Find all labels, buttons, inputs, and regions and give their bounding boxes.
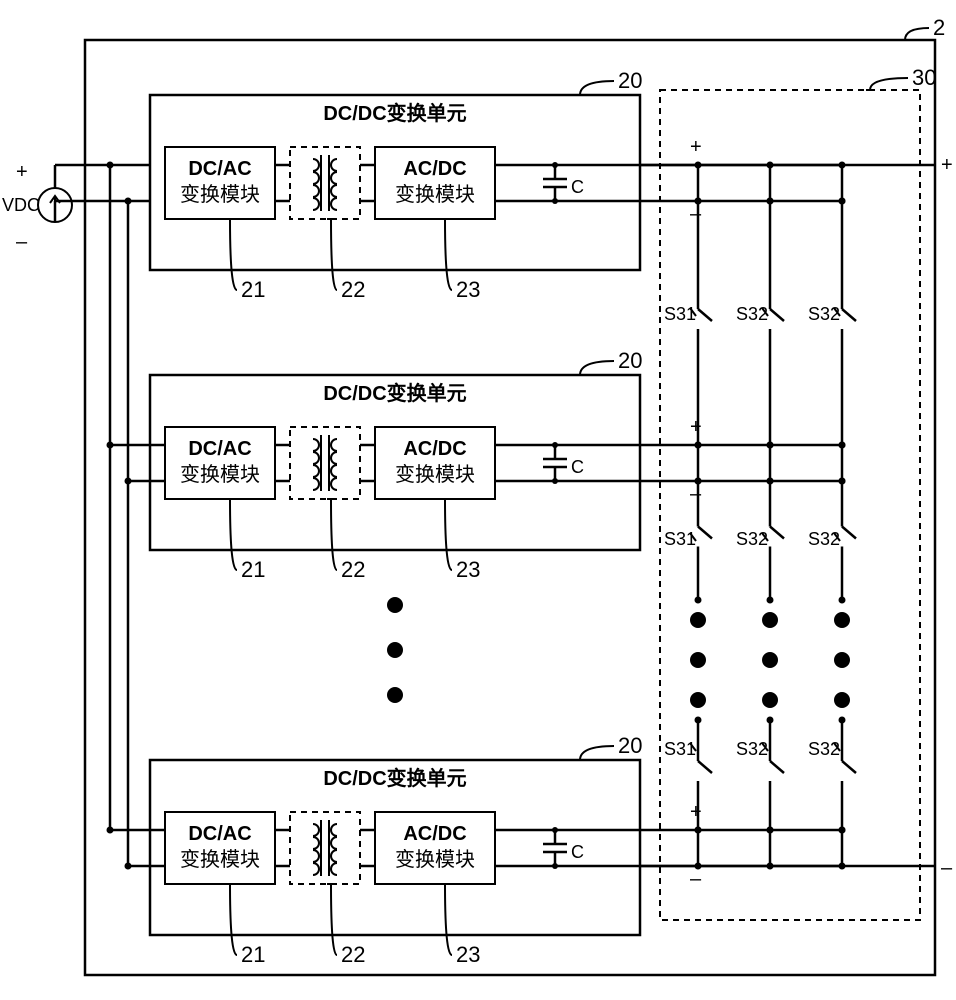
text: – bbox=[16, 231, 28, 253]
text: S32 bbox=[736, 304, 768, 324]
text: DC/DC变换单元 bbox=[323, 101, 466, 125]
text: 变换模块 bbox=[180, 848, 260, 871]
text: + bbox=[690, 136, 702, 158]
text: – bbox=[690, 868, 702, 890]
text: S32 bbox=[808, 304, 840, 324]
text: 23 bbox=[456, 942, 480, 967]
text: 变换模块 bbox=[395, 183, 475, 206]
text: AC/DC bbox=[403, 823, 466, 845]
text: S31 bbox=[664, 739, 696, 759]
text: – bbox=[690, 203, 702, 225]
text: DC/AC bbox=[188, 823, 251, 845]
text: 21 bbox=[241, 277, 265, 302]
text: 2 bbox=[933, 15, 945, 40]
text: S31 bbox=[664, 529, 696, 549]
text: + bbox=[690, 416, 702, 438]
text: S31 bbox=[664, 304, 696, 324]
text: S32 bbox=[736, 739, 768, 759]
text: 变换模块 bbox=[395, 848, 475, 871]
text: C bbox=[571, 457, 584, 477]
text: 22 bbox=[341, 557, 365, 582]
text: + bbox=[690, 801, 702, 823]
text: 变换模块 bbox=[180, 463, 260, 486]
text: 21 bbox=[241, 942, 265, 967]
text: 变换模块 bbox=[395, 463, 475, 486]
text: 30 bbox=[912, 65, 936, 90]
text: + bbox=[941, 154, 953, 176]
text: C bbox=[571, 842, 584, 862]
dc-dc-unit: DC/DC变换单元 DC/AC 变换模块 AC/DC 变换模块 C + – 20 21 22 23 bbox=[150, 68, 702, 302]
text: S32 bbox=[808, 529, 840, 549]
text: 20 bbox=[618, 68, 642, 93]
circuit-diagram: 2 30 + – VDC DC/DC变换单元 DC/AC 变换模块 AC/DC 变换模块 C + – 20… bbox=[0, 0, 956, 1000]
dc-dc-unit: DC/DC变换单元 DC/AC 变换模块 AC/DC 变换模块 C + – 20 21 22 23 bbox=[150, 733, 702, 967]
text: C bbox=[571, 177, 584, 197]
text: DC/AC bbox=[188, 158, 251, 180]
text: AC/DC bbox=[403, 438, 466, 460]
text: 21 bbox=[241, 557, 265, 582]
text: 23 bbox=[456, 277, 480, 302]
text: S32 bbox=[808, 739, 840, 759]
text: 22 bbox=[341, 942, 365, 967]
text: VDC bbox=[2, 195, 40, 215]
text: S32 bbox=[736, 529, 768, 549]
text: 变换模块 bbox=[180, 183, 260, 206]
text: 22 bbox=[341, 277, 365, 302]
text: DC/DC变换单元 bbox=[323, 766, 466, 790]
dc-dc-unit: DC/DC变换单元 DC/AC 变换模块 AC/DC 变换模块 C + – 20 21 22 23 bbox=[150, 348, 702, 582]
text: – bbox=[690, 483, 702, 505]
text: 23 bbox=[456, 557, 480, 582]
text: DC/DC变换单元 bbox=[323, 381, 466, 405]
text: AC/DC bbox=[403, 158, 466, 180]
text: – bbox=[941, 857, 953, 879]
text: DC/AC bbox=[188, 438, 251, 460]
text: 20 bbox=[618, 733, 642, 758]
text: 20 bbox=[618, 348, 642, 373]
text: + bbox=[16, 161, 28, 183]
